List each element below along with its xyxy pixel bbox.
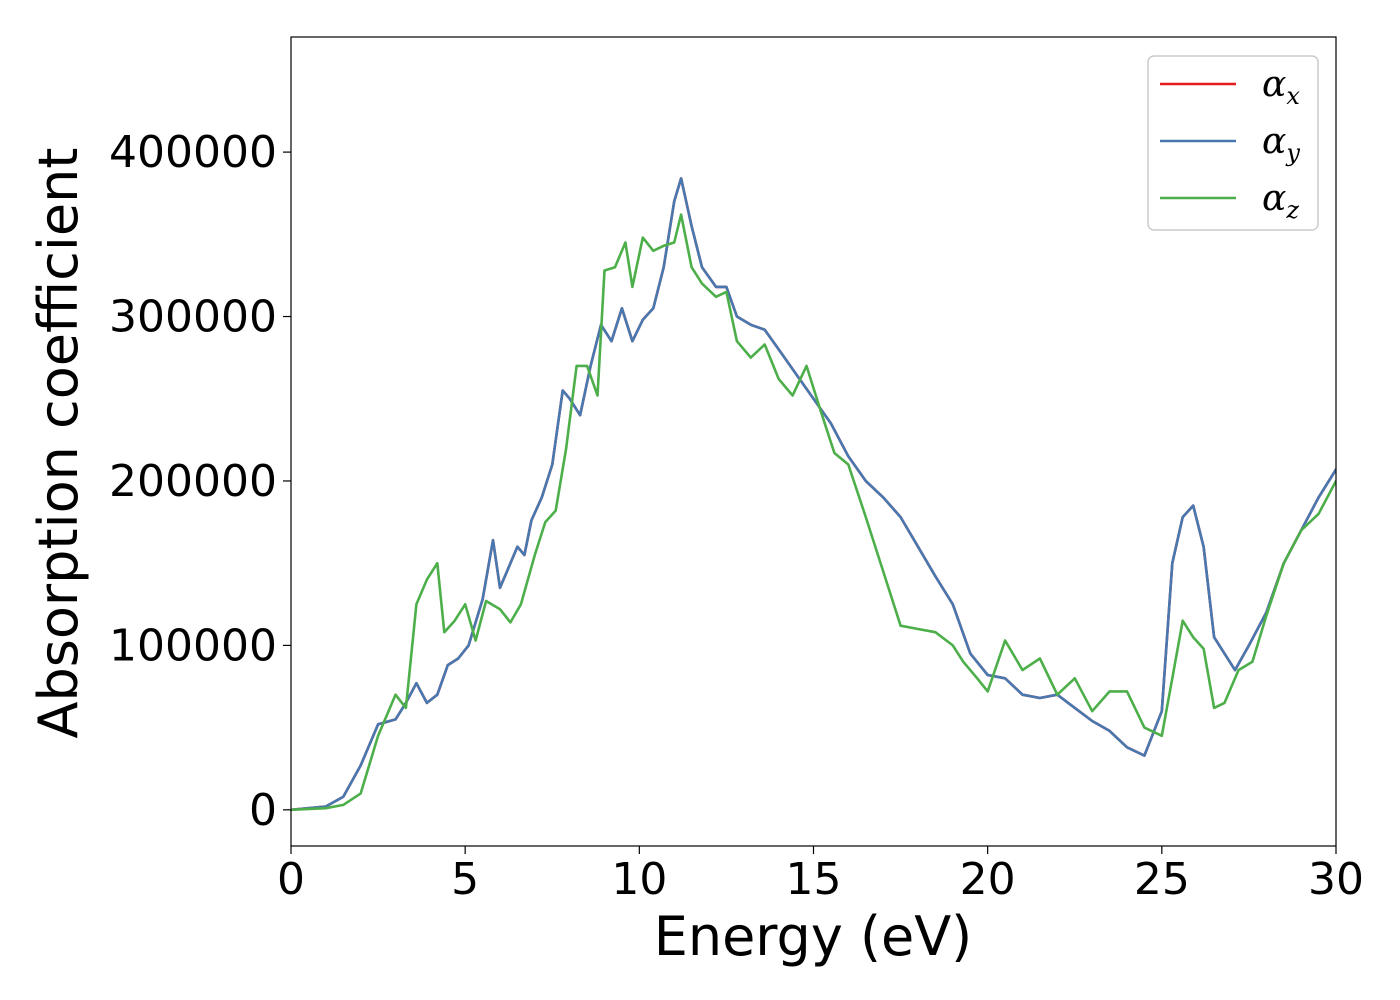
series-line-y: [291, 177, 1336, 812]
legend-symbol: α: [1262, 178, 1286, 219]
x-tick-label: 15: [786, 854, 842, 905]
x-tick-label: 20: [960, 854, 1016, 905]
series-line-z: [291, 213, 1336, 812]
legend-label-z: αz: [1262, 178, 1299, 224]
x-tick-label: 30: [1308, 854, 1364, 905]
legend-frame: [1147, 55, 1319, 231]
y-axis-label: Absorption coefficient: [27, 148, 90, 739]
x-tick-label: 10: [611, 854, 667, 905]
legend-symbol: α: [1262, 64, 1286, 105]
y-tick-label: 100000: [109, 620, 277, 671]
x-axis-label: Energy (eV): [654, 905, 973, 968]
y-tick-label: 200000: [109, 456, 277, 507]
legend-subscript: z: [1285, 196, 1299, 224]
x-tick-label: 25: [1134, 854, 1190, 905]
legend-label-y: αy: [1262, 121, 1300, 167]
series-line-x: [291, 177, 1336, 812]
y-tick-label: 300000: [109, 292, 277, 343]
tick-marks: 0 5 10 15 20 25 30 0 100000 200000 300000 400000: [109, 127, 1364, 905]
series-layer: [291, 177, 1336, 812]
y-tick-label: 400000: [109, 127, 277, 178]
legend-subscript: y: [1285, 139, 1300, 167]
x-tick-label: 0: [277, 854, 305, 905]
y-tick-label: 0: [249, 785, 277, 836]
legend-label-x: αx: [1262, 64, 1300, 110]
legend-subscript: x: [1286, 82, 1300, 110]
legend-symbol: α: [1262, 121, 1286, 162]
x-tick-label: 5: [451, 854, 479, 905]
